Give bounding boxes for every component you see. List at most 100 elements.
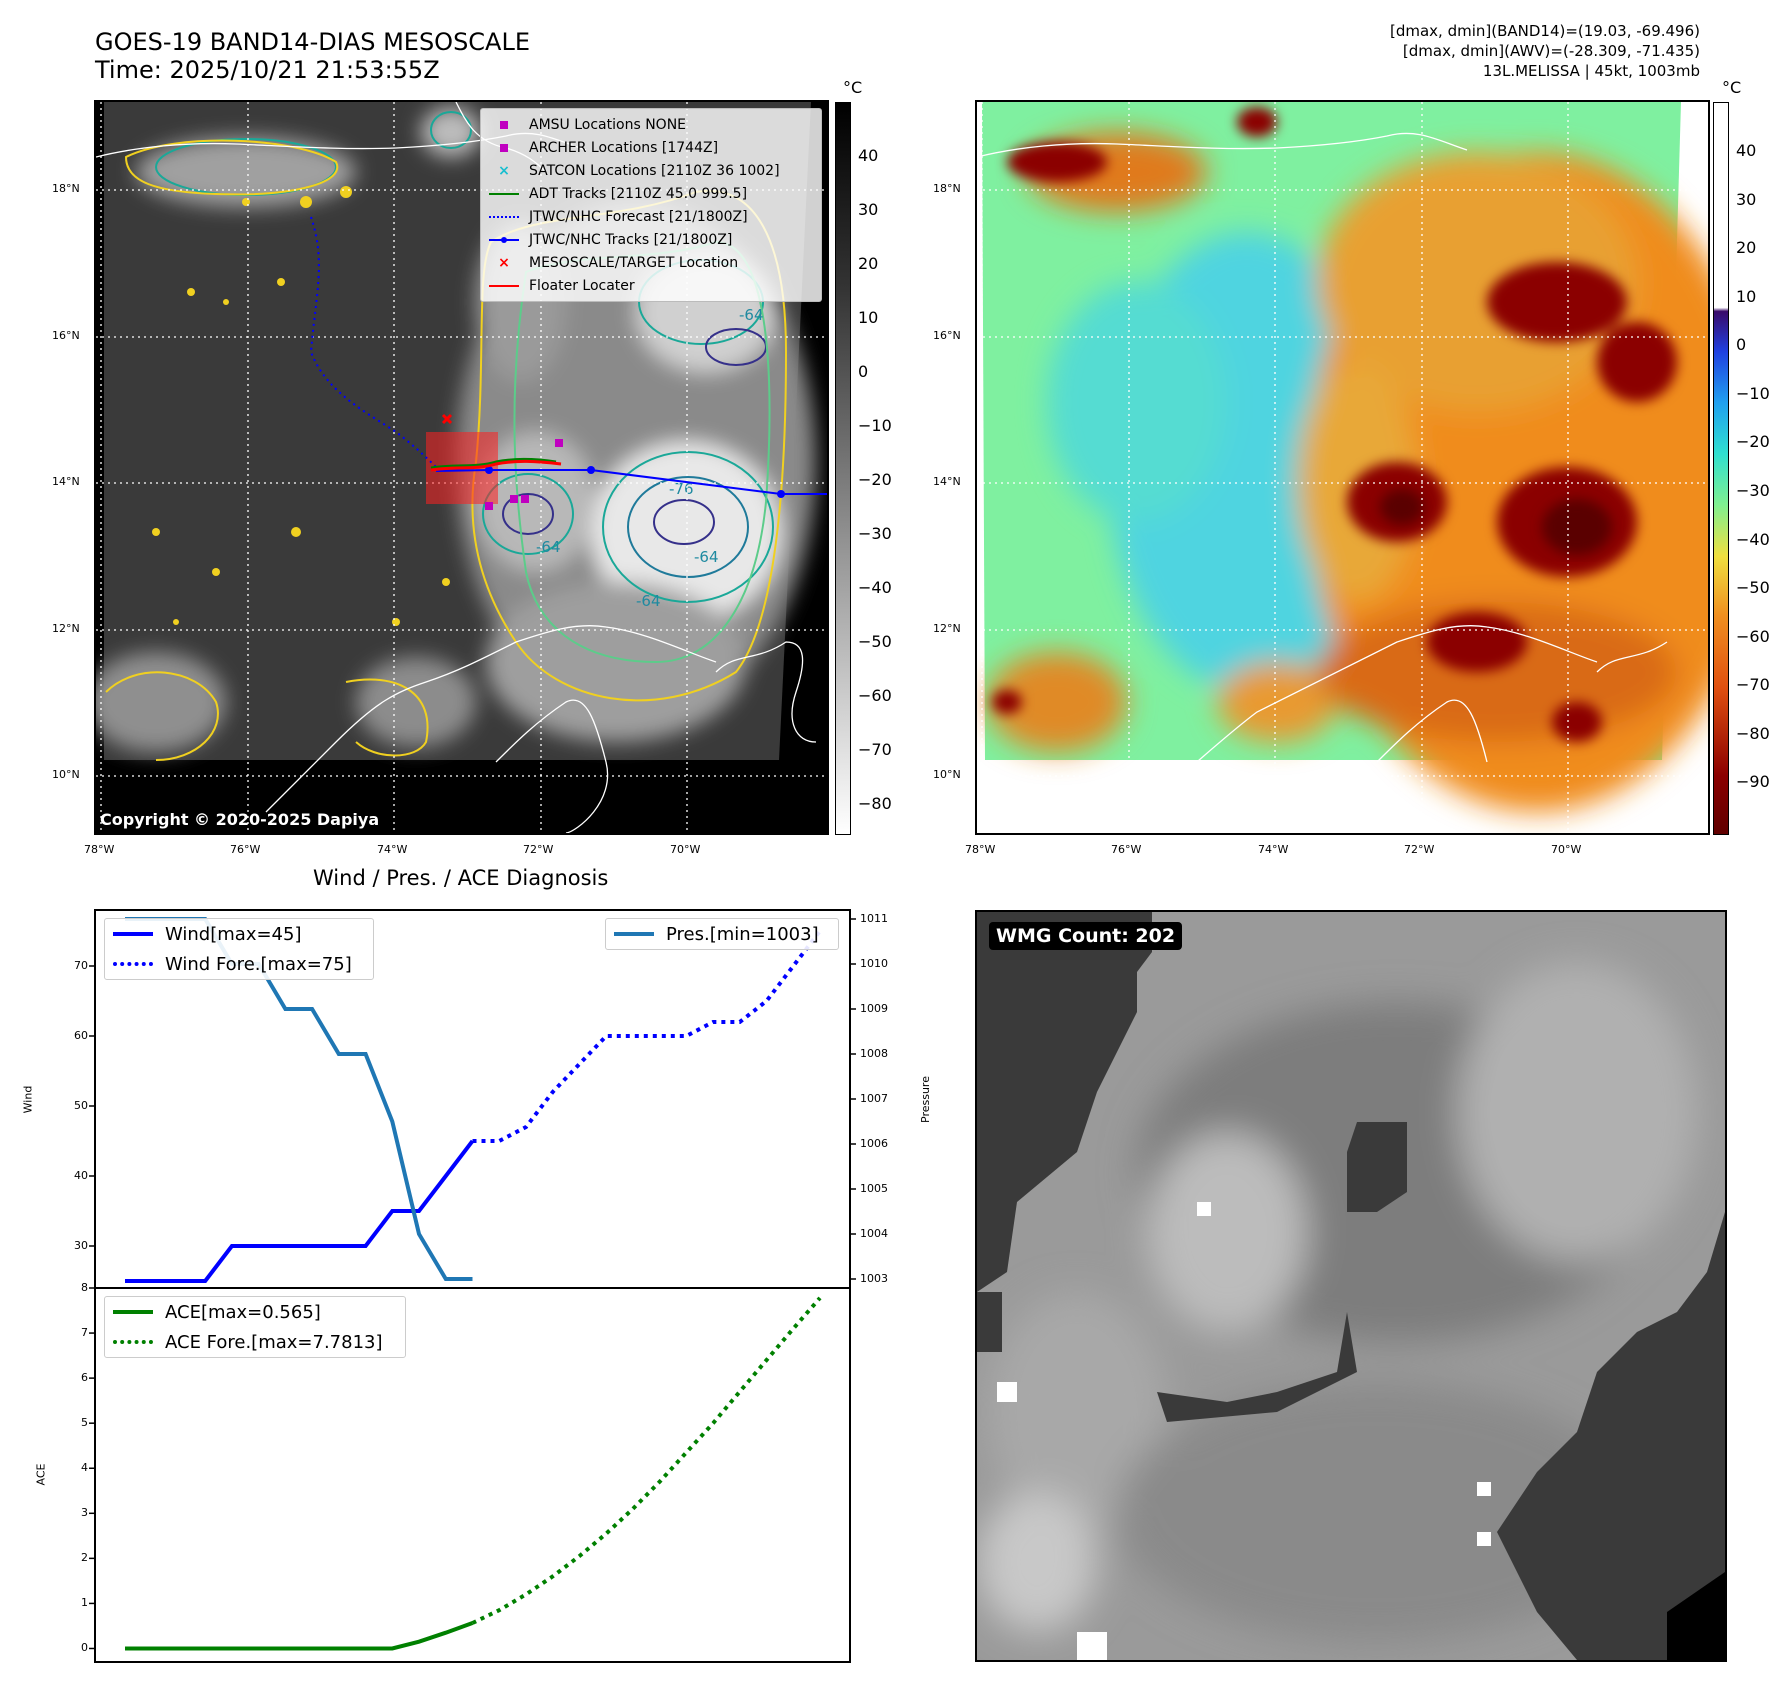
legend-wind-fore: Wind Fore.[max=75] (165, 953, 352, 975)
info-storm: 13L.MELISSA | 45kt, 1003mb (1482, 62, 1700, 80)
colorbar-tick: 20 (858, 254, 879, 273)
diag-title: Wind / Pres. / ACE Diagnosis (313, 866, 609, 890)
colorbar-tick: 0 (858, 362, 869, 381)
colorbar-tick: −30 (858, 524, 892, 543)
wind-solid-icon (113, 932, 153, 936)
lon-label: 70°W (670, 843, 701, 856)
archer-square-icon (500, 143, 508, 152)
legend-ace-fore: ACE Fore.[max=7.7813] (165, 1331, 383, 1353)
colorbar-tick: −20 (1736, 432, 1770, 451)
legend-tracks: JTWC/NHC Tracks [21/1800Z] (529, 231, 733, 248)
wind-legend: Wind[max=45] Wind Fore.[max=75] (104, 918, 374, 980)
pressure-tick-label: 1011 (860, 912, 888, 925)
lat-label: 18°N (52, 182, 80, 195)
colorbar-tick: −50 (1736, 578, 1770, 597)
ace-tick-label: 6 (81, 1371, 88, 1385)
floater-line-icon (489, 284, 519, 287)
ace-series-line (125, 1621, 474, 1651)
colorbar-tick: −80 (858, 794, 892, 813)
wind-tick-label: 50 (74, 1099, 88, 1112)
lat-label: 14°N (933, 475, 961, 488)
info-awv: [dmax, dmin](AWV)=(-28.309, -71.435) (1402, 42, 1700, 60)
ace-tick-label: 7 (81, 1326, 88, 1340)
colorbar-tick: −10 (1736, 384, 1770, 403)
ace-axis-label: ACE (34, 1463, 48, 1486)
contour-label: -64 (536, 538, 561, 556)
wind-tick-label: 30 (74, 1239, 88, 1252)
page-title: GOES-19 BAND14-DIAS MESOSCALE (95, 28, 531, 56)
contour-label: -64 (636, 592, 661, 610)
legend-ace: ACE[max=0.565] (165, 1301, 321, 1323)
lon-label: 76°W (1111, 843, 1142, 856)
colorbar-tick: 30 (858, 200, 879, 219)
ace-tick-label: 5 (81, 1416, 88, 1430)
wmg-count-badge: WMG Count: 202 (989, 922, 1183, 950)
colorbar-tick: 30 (1736, 190, 1757, 209)
best-track-point (587, 466, 595, 474)
colorbar-left (835, 102, 851, 835)
ace-legend: ACE[max=0.565] ACE Fore.[max=7.7813] (104, 1296, 406, 1358)
lon-label: 74°W (377, 843, 408, 856)
best-track-point (777, 490, 785, 498)
wind-tick-label: 60 (74, 1029, 88, 1042)
wind-tick-label: 40 (74, 1169, 88, 1182)
colorbar-tick: −70 (1736, 675, 1770, 694)
colorbar-tick: −60 (1736, 627, 1770, 646)
ace-tick-label: 3 (81, 1506, 88, 1520)
wind-series-line (125, 1139, 475, 1283)
lat-label: 10°N (933, 768, 961, 781)
archer-marker (555, 439, 563, 447)
pressure-tick-label: 1004 (860, 1227, 888, 1240)
legend-amsu: AMSU Locations NONE (529, 116, 687, 133)
colorbar-right-unit: °C (1722, 78, 1742, 97)
adt-track-line (430, 457, 557, 470)
forecast-track-line (309, 216, 442, 473)
ace-tick-label: 2 (81, 1551, 88, 1565)
ace-tick-label: 1 (81, 1596, 88, 1610)
legend-adt: ADT Tracks [2110Z 45.0 999.5] (529, 185, 748, 202)
colorbar-tick: 10 (858, 308, 879, 327)
pressure-tick-label: 1008 (860, 1047, 888, 1060)
wind-axis-label: Wind (21, 1085, 35, 1114)
lat-label: 16°N (52, 329, 80, 342)
pressure-tick-label: 1010 (860, 957, 888, 970)
colorbar-left-unit: °C (843, 78, 863, 97)
satcon-x-icon: × (498, 162, 510, 179)
forecast-dotted-icon (489, 215, 519, 218)
colorbar-tick: −50 (858, 632, 892, 651)
best-track-point (485, 466, 493, 474)
archer-marker (510, 495, 518, 503)
archer-marker (521, 495, 529, 503)
awv-map-image (977, 102, 1708, 833)
lon-label: 78°W (965, 843, 996, 856)
colorbar-tick: 40 (1736, 141, 1757, 160)
pressure-tick-label: 1005 (860, 1182, 888, 1195)
colorbar-tick: −60 (858, 686, 892, 705)
archer-marker (485, 502, 493, 510)
colorbar-tick: −30 (1736, 481, 1770, 500)
colorbar-tick: −10 (858, 416, 892, 435)
colorbar-right (1713, 102, 1729, 835)
contour-label: -64 (739, 306, 764, 324)
adt-line-icon (489, 192, 519, 195)
track-line-dot-icon (487, 236, 521, 244)
colorbar-tick: 0 (1736, 335, 1747, 354)
copyright-label: Copyright © 2020-2025 Dapiya (100, 810, 380, 829)
lon-label: 70°W (1551, 843, 1582, 856)
wmg-image (977, 912, 1725, 1660)
colorbar-tick: −80 (1736, 724, 1770, 743)
colorbar-tick: −70 (858, 740, 892, 759)
lat-label: 12°N (933, 622, 961, 635)
legend-forecast: JTWC/NHC Forecast [21/1800Z] (529, 208, 748, 225)
awv-map-panel (975, 100, 1710, 835)
legend-target: MESOSCALE/TARGET Location (529, 254, 739, 271)
target-x-icon: × (498, 254, 510, 271)
pressure-tick-label: 1006 (860, 1137, 888, 1150)
colorbar-tick: 10 (1736, 287, 1757, 306)
wmg-panel: WMG Count: 202 (975, 910, 1727, 1662)
lat-label: 14°N (52, 475, 80, 488)
lon-label: 78°W (84, 843, 115, 856)
wind-forecast-series-line (472, 929, 822, 1143)
ace-dotted-icon (113, 1340, 153, 1344)
